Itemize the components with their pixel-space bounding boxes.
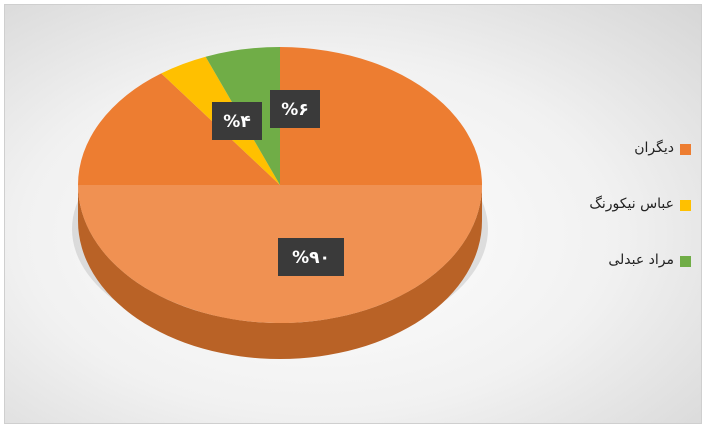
legend: دیگران عباس نیکورنگ مراد عبدلی — [551, 140, 691, 308]
legend-swatch-abbas — [680, 200, 691, 211]
legend-item-abbas: عباس نیکورنگ — [551, 196, 691, 252]
data-label-0: %۹۰ — [278, 238, 344, 276]
legend-label-morad: مراد عبدلی — [608, 252, 674, 268]
pie-side-0 — [78, 185, 482, 359]
legend-swatch-morad — [680, 256, 691, 267]
data-label-2: %۶ — [270, 90, 320, 128]
legend-swatch-others — [680, 144, 691, 155]
data-label-text-0: %۹۰ — [292, 248, 330, 268]
pie-chart: %۹۰ %۴ %۶ — [72, 47, 488, 359]
chart-frame: %۹۰ %۴ %۶ دیگران عباس نیکورنگ مراد عبدلی — [4, 4, 702, 424]
data-label-text-2: %۶ — [281, 100, 308, 120]
data-label-box-2 — [270, 90, 320, 128]
data-label-box-0 — [278, 238, 344, 276]
data-label-text-1: %۴ — [223, 112, 250, 132]
legend-item-others: دیگران — [551, 140, 691, 196]
data-label-1: %۴ — [212, 102, 262, 140]
legend-item-morad: مراد عبدلی — [551, 252, 691, 308]
legend-label-abbas: عباس نیکورنگ — [589, 196, 674, 212]
pie-slice-0 — [77, 47, 482, 323]
data-label-box-1 — [212, 102, 262, 140]
legend-label-others: دیگران — [634, 140, 674, 156]
